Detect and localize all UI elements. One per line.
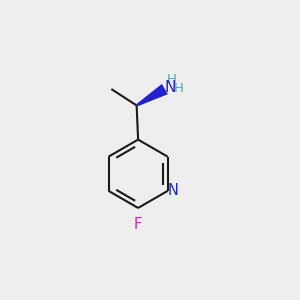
Text: H: H xyxy=(167,73,176,86)
Text: N: N xyxy=(168,183,178,198)
Polygon shape xyxy=(136,84,168,106)
Text: H: H xyxy=(174,82,184,95)
Text: F: F xyxy=(134,217,142,232)
Text: N: N xyxy=(164,80,176,95)
